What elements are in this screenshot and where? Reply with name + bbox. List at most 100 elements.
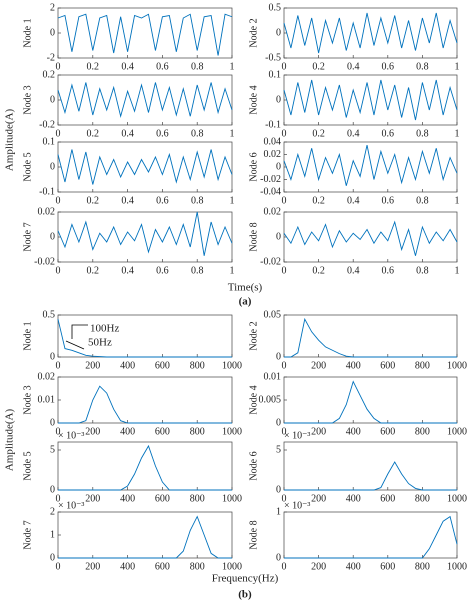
y-tick-label: 0.01 (264, 371, 282, 382)
signal-line (58, 444, 232, 491)
x-tick-label: 0 (282, 561, 287, 572)
y-label: Node 1 (22, 18, 33, 47)
x-tick-label: 600 (155, 493, 170, 504)
y-tick-label: 2 (50, 2, 55, 13)
x-tick-label: 0.2 (312, 265, 325, 276)
x-tick-label: 0.2 (312, 61, 325, 72)
x-tick-label: 800 (190, 360, 205, 371)
y-tick-label: -0.5 (265, 52, 281, 63)
y-tick-label: 0 (50, 27, 55, 38)
annotation: 100Hz (90, 323, 119, 335)
x-tick-label: 0.4 (347, 265, 360, 276)
x-tick-label: 1 (455, 128, 460, 139)
plot-frame (57, 7, 233, 59)
x-tick-label: 0 (56, 360, 61, 371)
x-tick-label: 0.8 (416, 195, 429, 206)
y-tick-label: -0.1 (39, 186, 55, 197)
plot-frame (283, 7, 458, 59)
x-tick-label: 0.6 (382, 265, 395, 276)
x-tick-label: 0.2 (87, 195, 100, 206)
signal-line (283, 220, 458, 256)
x-tick-label: 0 (56, 265, 61, 276)
x-tick-label: 400 (120, 426, 135, 437)
y-label: Node 4 (248, 85, 259, 114)
x-tick-label: 1 (230, 265, 235, 276)
plot-frame (283, 314, 458, 358)
scale-label: × 10⁻³ (284, 430, 310, 441)
scale-label: × 10⁻³ (284, 500, 310, 511)
x-tick-label: 0.8 (416, 61, 429, 72)
y-tick-label: 0 (276, 231, 281, 242)
x-tick-label: 0.6 (382, 61, 395, 72)
x-tick-label: 0 (56, 426, 61, 437)
x-tick-label: 400 (346, 360, 361, 371)
x-tick-label: 0 (282, 426, 287, 437)
y-tick-label: -0.2 (39, 119, 55, 130)
y-tick-label: 5 (50, 444, 55, 455)
y-tick-label: 1 (50, 529, 55, 540)
x-tick-label: 0.6 (156, 61, 169, 72)
x-tick-label: 0 (56, 61, 61, 72)
x-tick-label: 0 (282, 61, 287, 72)
y-tick-label: 0 (50, 94, 55, 105)
signal-line (284, 515, 458, 559)
x-tick-label: 0.8 (416, 265, 429, 276)
plot-frame (57, 376, 233, 424)
x-tick-label: 600 (155, 360, 170, 371)
y-tick-label: 0 (276, 161, 281, 172)
signal-line (58, 515, 232, 559)
x-tick-label: 800 (190, 561, 205, 572)
x-tick-label: 400 (346, 493, 361, 504)
x-tick-label: 0.6 (156, 195, 169, 206)
y-axis-label: Amplitude(A) (4, 109, 16, 172)
x-tick-label: 0.8 (191, 128, 204, 139)
x-tick-label: 0.6 (382, 195, 395, 206)
x-tick-label: 600 (380, 360, 395, 371)
signal-line (283, 79, 458, 121)
x-tick-label: 1 (230, 61, 235, 72)
x-tick-label: 1000 (222, 561, 242, 572)
x-tick-label: 0.4 (121, 195, 134, 206)
x-tick-label: 0.6 (382, 128, 395, 139)
y-tick-label: 0 (50, 351, 55, 362)
y-label: Node 3 (22, 85, 33, 114)
y-label: Node 4 (248, 385, 259, 414)
x-tick-label: 0 (56, 493, 61, 504)
y-label: Node 8 (248, 222, 259, 251)
x-tick-label: 1000 (447, 561, 467, 572)
y-label: Node 3 (22, 385, 33, 414)
x-tick-label: 400 (120, 493, 135, 504)
x-tick-label: 1 (230, 195, 235, 206)
y-tick-label: -0.1 (265, 119, 281, 130)
arrow (71, 324, 88, 339)
y-tick-label: 0.01 (38, 394, 56, 405)
x-tick-label: 0.4 (347, 61, 360, 72)
x-tick-label: 600 (155, 561, 170, 572)
plot-frame (57, 314, 233, 358)
y-tick-label: 0 (276, 417, 281, 428)
x-tick-label: 400 (346, 561, 361, 572)
signal-line (57, 82, 233, 119)
y-tick-label: -2 (47, 52, 55, 63)
scale-label: × 10⁻³ (58, 430, 84, 441)
x-tick-label: 0.6 (156, 128, 169, 139)
x-tick-label: 0.8 (416, 128, 429, 139)
x-tick-label: 600 (380, 561, 395, 572)
x-tick-label: 0.4 (121, 265, 134, 276)
y-label: Node 6 (248, 451, 259, 480)
x-tick-label: 0 (56, 128, 61, 139)
y-tick-label: 0.005 (259, 394, 282, 405)
x-tick-label: 0.8 (191, 265, 204, 276)
y-tick-label: 0.5 (43, 309, 56, 320)
y-label: Node 5 (22, 451, 33, 480)
x-tick-label: 0.8 (191, 195, 204, 206)
signal-line (57, 211, 233, 256)
x-tick-label: 1000 (222, 426, 242, 437)
scale-label: × 10⁻³ (58, 500, 84, 511)
y-label: Node 7 (22, 222, 33, 251)
x-tick-label: 800 (415, 360, 430, 371)
x-tick-label: 0.2 (87, 128, 100, 139)
x-tick-label: 800 (190, 493, 205, 504)
y-label: Node 8 (248, 520, 259, 549)
x-tick-label: 1 (455, 195, 460, 206)
